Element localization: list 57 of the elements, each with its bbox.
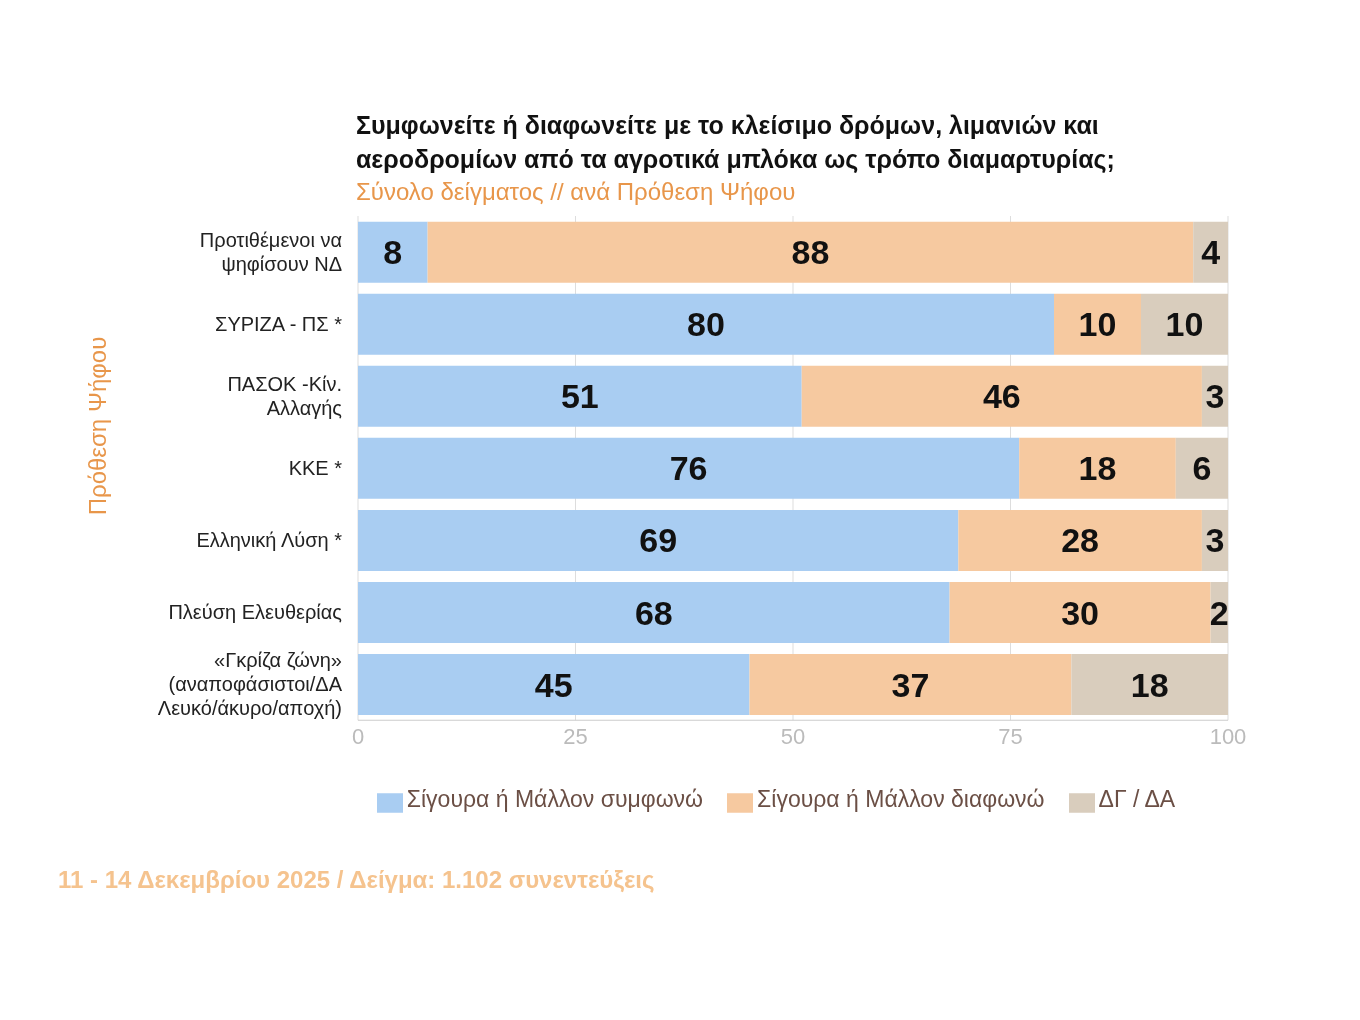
- data-label: 18: [1130, 665, 1169, 704]
- bar: [1071, 653, 1228, 715]
- bar: [427, 221, 1194, 283]
- data-label: 68: [634, 593, 673, 632]
- chart-subtitle: Σύνολο δείγματος // ανά Πρόθεση Ψήφου: [356, 178, 797, 206]
- x-tick-label: 25: [563, 723, 588, 749]
- data-label: 10: [1165, 305, 1204, 344]
- data-label: 2: [1209, 593, 1229, 632]
- y-tick-label: «Γκρίζα ζώνη» (αναποφάσιστοι/ΔΑ Λευκό/άκυρο/αποχή): [157, 649, 343, 720]
- chart-title: Συμφωνείτε ή διαφωνείτε με το κλείσιμο δρόμων, λιμανιών και αεροδρομίων από τα αγροτικά μπλόκα ως τρόπο διαμαρτυρίας;: [356, 110, 1116, 175]
- legend-label: Σίγουρα ή Μάλλον συμφωνώ: [406, 786, 704, 813]
- y-tick-label: ΣΥΡΙΖΑ - ΠΣ *: [215, 313, 343, 336]
- bar: [358, 293, 1054, 355]
- data-label: 46: [982, 377, 1021, 416]
- bar: [358, 581, 950, 643]
- x-tick-label: 100: [1209, 723, 1247, 749]
- data-label: 45: [534, 665, 573, 704]
- bar: [358, 221, 428, 283]
- bar: [949, 581, 1211, 643]
- bar: [1141, 293, 1228, 355]
- data-label: 6: [1192, 449, 1212, 488]
- bar: [358, 437, 1020, 499]
- data-label: 18: [1078, 449, 1117, 488]
- data-label: 3: [1205, 521, 1225, 560]
- data-label: 28: [1061, 521, 1100, 560]
- data-label: 69: [639, 521, 678, 560]
- text: 11 - 14 Δεκεμβρίου 2025 / Δείγμα: 1.102 συνεντεύξεις: [58, 866, 656, 894]
- bar: [801, 365, 1202, 427]
- bar: [1054, 293, 1141, 355]
- bar: [358, 509, 959, 571]
- bar: [358, 365, 802, 427]
- bar: [1019, 437, 1176, 499]
- y-tick-label: Προτιθέμενοι να ψηφίσουν ΝΔ: [199, 229, 342, 276]
- bar: [1175, 437, 1228, 499]
- bar: [749, 653, 1072, 715]
- x-tick-label: 0: [351, 723, 365, 749]
- data-label: 88: [791, 233, 830, 272]
- x-tick-label: 75: [998, 723, 1023, 749]
- data-label: 4: [1201, 233, 1221, 272]
- y-tick-label: Πλεύση Ελευθερίας: [168, 601, 343, 624]
- data-label: 37: [891, 665, 930, 704]
- y-tick-label: ΚΚΕ *: [288, 457, 343, 480]
- x-tick-label: 50: [780, 723, 806, 749]
- legend-label: ΔΓ / ΔΑ: [1098, 786, 1176, 813]
- data-label: 3: [1205, 377, 1225, 416]
- data-label: 76: [669, 449, 708, 488]
- bar: [958, 509, 1202, 571]
- data-label: 10: [1078, 305, 1117, 344]
- data-label: 51: [560, 377, 599, 416]
- y-tick-label: ΠΑΣΟΚ -Κίν. Αλλαγής: [227, 373, 343, 420]
- y-tick-label: Ελληνική Λύση *: [196, 529, 343, 552]
- bar: [358, 653, 750, 715]
- data-label: 30: [1061, 593, 1100, 632]
- data-label: 80: [687, 305, 725, 344]
- y-axis-title: Πρόθεση Ψήφου: [84, 336, 112, 516]
- data-label: 8: [383, 233, 403, 272]
- legend-label: Σίγουρα ή Μάλλον διαφωνώ: [757, 786, 1045, 813]
